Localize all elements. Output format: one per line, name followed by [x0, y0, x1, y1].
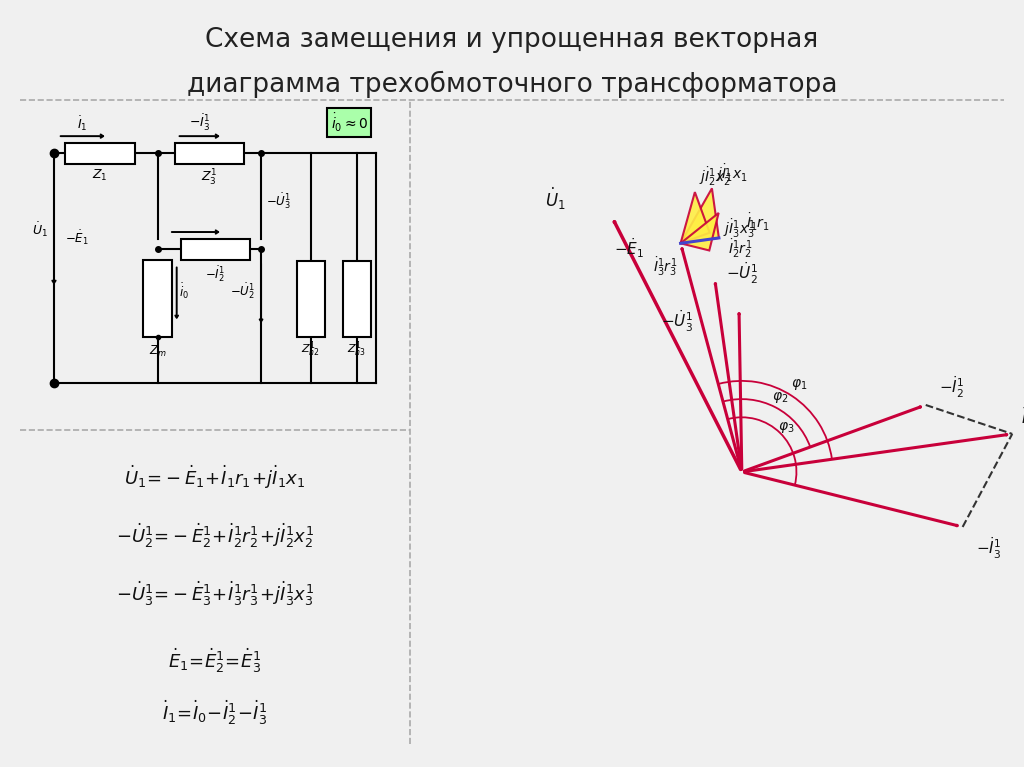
Text: $Z_1$: $Z_1$ — [92, 168, 108, 183]
Polygon shape — [681, 213, 719, 251]
Text: $j\dot{I}^1_2x^1_2$: $j\dot{I}^1_2x^1_2$ — [699, 165, 732, 188]
Text: $-\dot{E}_1$: $-\dot{E}_1$ — [66, 229, 89, 247]
Text: $-\dot{U}^1_2\!=\!-\dot{E}^1_2\!+\!\dot{I}^1_2r^1_2\!+\!j\dot{I}^1_2x^1_2$: $-\dot{U}^1_2\!=\!-\dot{E}^1_2\!+\!\dot{… — [116, 522, 314, 549]
Text: $\dot{E}_1\!=\!\dot{E}^1_2\!=\!\dot{E}^1_3$: $\dot{E}_1\!=\!\dot{E}^1_2\!=\!\dot{E}^1… — [169, 647, 261, 675]
Bar — [297, 261, 326, 337]
Text: $-\dot{U}^1_3$: $-\dot{U}^1_3$ — [662, 309, 693, 334]
Bar — [143, 260, 172, 337]
Text: $-\dot{I}^1_2$: $-\dot{I}^1_2$ — [205, 264, 225, 284]
Text: $\dot{U}_1$: $\dot{U}_1$ — [32, 221, 48, 239]
Text: $-\dot{U}^1_2$: $-\dot{U}^1_2$ — [230, 281, 255, 301]
Text: $\varphi_1$: $\varphi_1$ — [792, 377, 808, 392]
Text: $\dot{I}_1\!=\!\dot{I}_0\!-\!\dot{I}^1_2\!-\!\dot{I}^1_3$: $\dot{I}_1\!=\!\dot{I}_0\!-\!\dot{I}^1_2… — [163, 700, 267, 727]
Text: $\varphi_2$: $\varphi_2$ — [772, 390, 788, 405]
Text: $Z^1_3$: $Z^1_3$ — [201, 168, 217, 188]
Text: $-\dot{I}^1_3$: $-\dot{I}^1_3$ — [976, 536, 1001, 561]
Text: $\dot{U}_1\!=\!-\dot{E}_1\!+\!\dot{I}_1r_1\!+\!j\dot{I}_1x_1$: $\dot{U}_1\!=\!-\dot{E}_1\!+\!\dot{I}_1r… — [125, 463, 305, 491]
Text: $-\dot{I}^1_2$: $-\dot{I}^1_2$ — [939, 375, 965, 400]
Text: $\dot{i}_0$: $\dot{i}_0$ — [178, 281, 188, 301]
Bar — [180, 239, 250, 260]
Text: $-\dot{U}^1_3\!=\!-\dot{E}^1_3\!+\!\dot{I}^1_3r^1_3\!+\!j\dot{I}^1_3x^1_3$: $-\dot{U}^1_3\!=\!-\dot{E}^1_3\!+\!\dot{… — [116, 580, 314, 607]
Text: $j\dot{I}_1x_1$: $j\dot{I}_1x_1$ — [717, 162, 749, 184]
Text: $\dot{I}_1r_1$: $\dot{I}_1r_1$ — [746, 212, 770, 233]
Text: $\dot{I}^1_3r^1_3$: $\dot{I}^1_3r^1_3$ — [653, 255, 678, 278]
Text: $-\dot{I}^1_3$: $-\dot{I}^1_3$ — [189, 114, 210, 133]
Text: $\varphi_3$: $\varphi_3$ — [777, 420, 795, 435]
Text: $\dot{I}_1$: $\dot{I}_1$ — [1021, 406, 1024, 430]
Text: $\dot{I}_1$: $\dot{I}_1$ — [78, 115, 88, 133]
Text: $-\dot{U}^1_2$: $-\dot{U}^1_2$ — [726, 261, 758, 286]
Bar — [66, 143, 134, 164]
Text: $\dot{I}^1_2r^1_2$: $\dot{I}^1_2r^1_2$ — [728, 237, 753, 260]
Text: $Z_m$: $Z_m$ — [148, 344, 167, 360]
Text: $-\dot{U}^1_3$: $-\dot{U}^1_3$ — [265, 191, 291, 212]
Text: $\dot{i}_0{\approx}0$: $\dot{i}_0{\approx}0$ — [331, 112, 368, 133]
Text: диаграмма трехобмоточного трансформатора: диаграмма трехобмоточного трансформатора — [186, 71, 838, 98]
Polygon shape — [681, 189, 719, 243]
Text: $Z^1_{n3}$: $Z^1_{n3}$ — [347, 339, 367, 359]
Polygon shape — [681, 192, 710, 243]
Bar — [343, 261, 372, 337]
Text: $j\dot{I}^1_3x^1_3$: $j\dot{I}^1_3x^1_3$ — [723, 218, 756, 240]
Text: $-\dot{E}_1$: $-\dot{E}_1$ — [613, 236, 644, 260]
Bar — [175, 143, 244, 164]
Text: $Z^1_{n2}$: $Z^1_{n2}$ — [301, 339, 321, 359]
Text: $\dot{U}_1$: $\dot{U}_1$ — [546, 186, 566, 212]
Text: Схема замещения и упрощенная векторная: Схема замещения и упрощенная векторная — [206, 27, 818, 53]
